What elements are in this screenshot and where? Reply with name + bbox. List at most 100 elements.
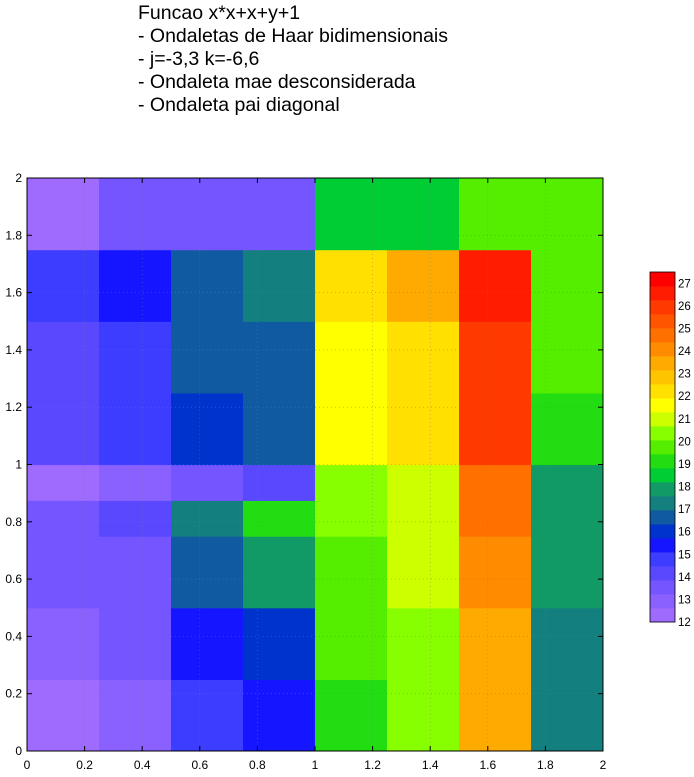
colorbar-tick-label: 16 — [678, 527, 691, 539]
heatmap-cell — [171, 500, 244, 537]
colorbar-swatch — [650, 608, 675, 623]
heatmap-cell — [531, 392, 603, 466]
heatmap-cell — [99, 392, 172, 466]
colorbar-swatch — [650, 412, 675, 427]
x-tick-label: 1.2 — [364, 758, 381, 772]
heatmap-cell — [531, 679, 603, 751]
colorbar-swatch — [650, 566, 675, 581]
title-line-1: Funcao x*x+x+y+1 — [138, 2, 301, 24]
title-line-2: - Ondaletas de Haar bidimensionais — [138, 25, 449, 47]
heatmap-cells — [27, 178, 603, 751]
x-tick-label: 1.8 — [537, 758, 554, 772]
heatmap-cell — [171, 679, 244, 751]
colorbar-swatch — [650, 342, 675, 357]
y-tick-label: 1 — [15, 458, 22, 472]
heatmap-cell — [171, 464, 244, 501]
heatmap-cell — [99, 536, 172, 609]
colorbar-tick-label: 22 — [678, 391, 691, 403]
heatmap-cell — [459, 607, 532, 680]
heatmap-cell — [243, 679, 316, 751]
colorbar-swatch — [650, 272, 675, 287]
heatmap-cell — [315, 679, 388, 751]
heatmap-cell — [27, 249, 100, 322]
y-tick-label: 0.6 — [5, 572, 22, 586]
heatmap-cell — [387, 536, 460, 609]
heatmap-cell — [531, 249, 603, 322]
heatmap-cell — [531, 464, 603, 501]
heatmap-cell — [27, 500, 100, 537]
y-tick-label: 0.2 — [5, 687, 22, 701]
heatmap-cell — [243, 392, 316, 466]
colorbar-swatch — [650, 538, 675, 553]
heatmap-cell — [243, 249, 316, 322]
x-tick-label: 1 — [312, 758, 319, 772]
heatmap-cell — [459, 392, 532, 466]
heatmap-cell — [531, 536, 603, 609]
heatmap-cell — [99, 178, 172, 251]
colorbar-tick-label: 19 — [678, 459, 691, 471]
heatmap-cell — [387, 500, 460, 537]
heatmap-cell — [243, 607, 316, 680]
colorbar-tick-label: 26 — [678, 301, 691, 313]
colorbar-swatch — [650, 552, 675, 567]
heatmap-cell — [243, 178, 316, 251]
title-line-4: - Ondaleta mae desconsiderada — [138, 71, 416, 93]
colorbar-swatch — [650, 384, 675, 399]
x-tick-label: 0 — [24, 758, 31, 772]
colorbar-swatch — [650, 454, 675, 469]
colorbar-tick-label: 14 — [678, 572, 691, 584]
colorbar-tick-label: 12 — [678, 617, 691, 629]
colorbar-tick-label: 25 — [678, 323, 691, 335]
heatmap-cell — [531, 178, 603, 251]
colorbar-swatch — [650, 398, 675, 413]
heatmap-cell — [387, 321, 460, 394]
colorbar-frame — [649, 271, 676, 623]
heatmap-cell — [243, 321, 316, 394]
colorbar-swatch — [650, 594, 675, 609]
x-axis: 0 0.2 0.4 0.6 0.8 1 1.2 1.4 1.6 1.8 2 — [24, 178, 607, 772]
x-tick-label: 1.6 — [479, 758, 496, 772]
heatmap-cell — [99, 500, 172, 537]
heatmap-cell — [387, 679, 460, 751]
y-tick-label: 0.8 — [5, 515, 22, 529]
x-tick-label: 2 — [600, 758, 607, 772]
y-tick-label: 1.8 — [5, 228, 22, 242]
colorbar-swatch — [650, 580, 675, 595]
colorbar-swatch — [650, 426, 675, 441]
heatmap-cell — [459, 679, 532, 751]
colorbar-swatch — [650, 468, 675, 483]
heatmap-cell — [99, 679, 172, 751]
y-tick-label: 2 — [15, 171, 22, 185]
heatmap-cell — [243, 536, 316, 609]
heatmap-cell — [171, 249, 244, 322]
heatmap-cell — [27, 321, 100, 394]
heatmap-cell — [315, 178, 388, 251]
x-tick-label: 0.6 — [191, 758, 208, 772]
colorbar-swatch — [650, 286, 675, 301]
chart-title: Funcao x*x+x+y+1 - Ondaletas de Haar bid… — [138, 2, 558, 117]
heatmap-cell — [99, 321, 172, 394]
x-tick-label: 0.8 — [249, 758, 266, 772]
heatmap-cell — [459, 500, 532, 537]
colorbar-swatch — [650, 356, 675, 371]
colorbar-swatch — [650, 524, 675, 539]
colorbar: 12 13 14 15 16 17 18 19 20 21 22 23 24 25 26 27 — [649, 271, 691, 629]
heatmap-cell — [315, 607, 388, 680]
heatmap-cell — [459, 249, 532, 322]
y-tick-label: 0.4 — [5, 629, 22, 643]
x-tick-label: 0.2 — [76, 758, 93, 772]
heatmap-cell — [387, 464, 460, 501]
title-line-5: - Ondaleta pai diagonal — [138, 94, 340, 116]
heatmap-cell — [387, 392, 460, 466]
y-tick-label: 1.6 — [5, 286, 22, 300]
x-tick-label: 0.4 — [134, 758, 151, 772]
colorbar-swatch — [650, 370, 675, 385]
heatmap-cell — [27, 607, 100, 680]
heatmap-cell — [315, 464, 388, 501]
colorbar-swatch — [650, 300, 675, 315]
colorbar-swatch — [650, 510, 675, 525]
heatmap-cell — [99, 464, 172, 501]
colorbar-swatch — [650, 440, 675, 455]
colorbar-swatch — [650, 482, 675, 497]
